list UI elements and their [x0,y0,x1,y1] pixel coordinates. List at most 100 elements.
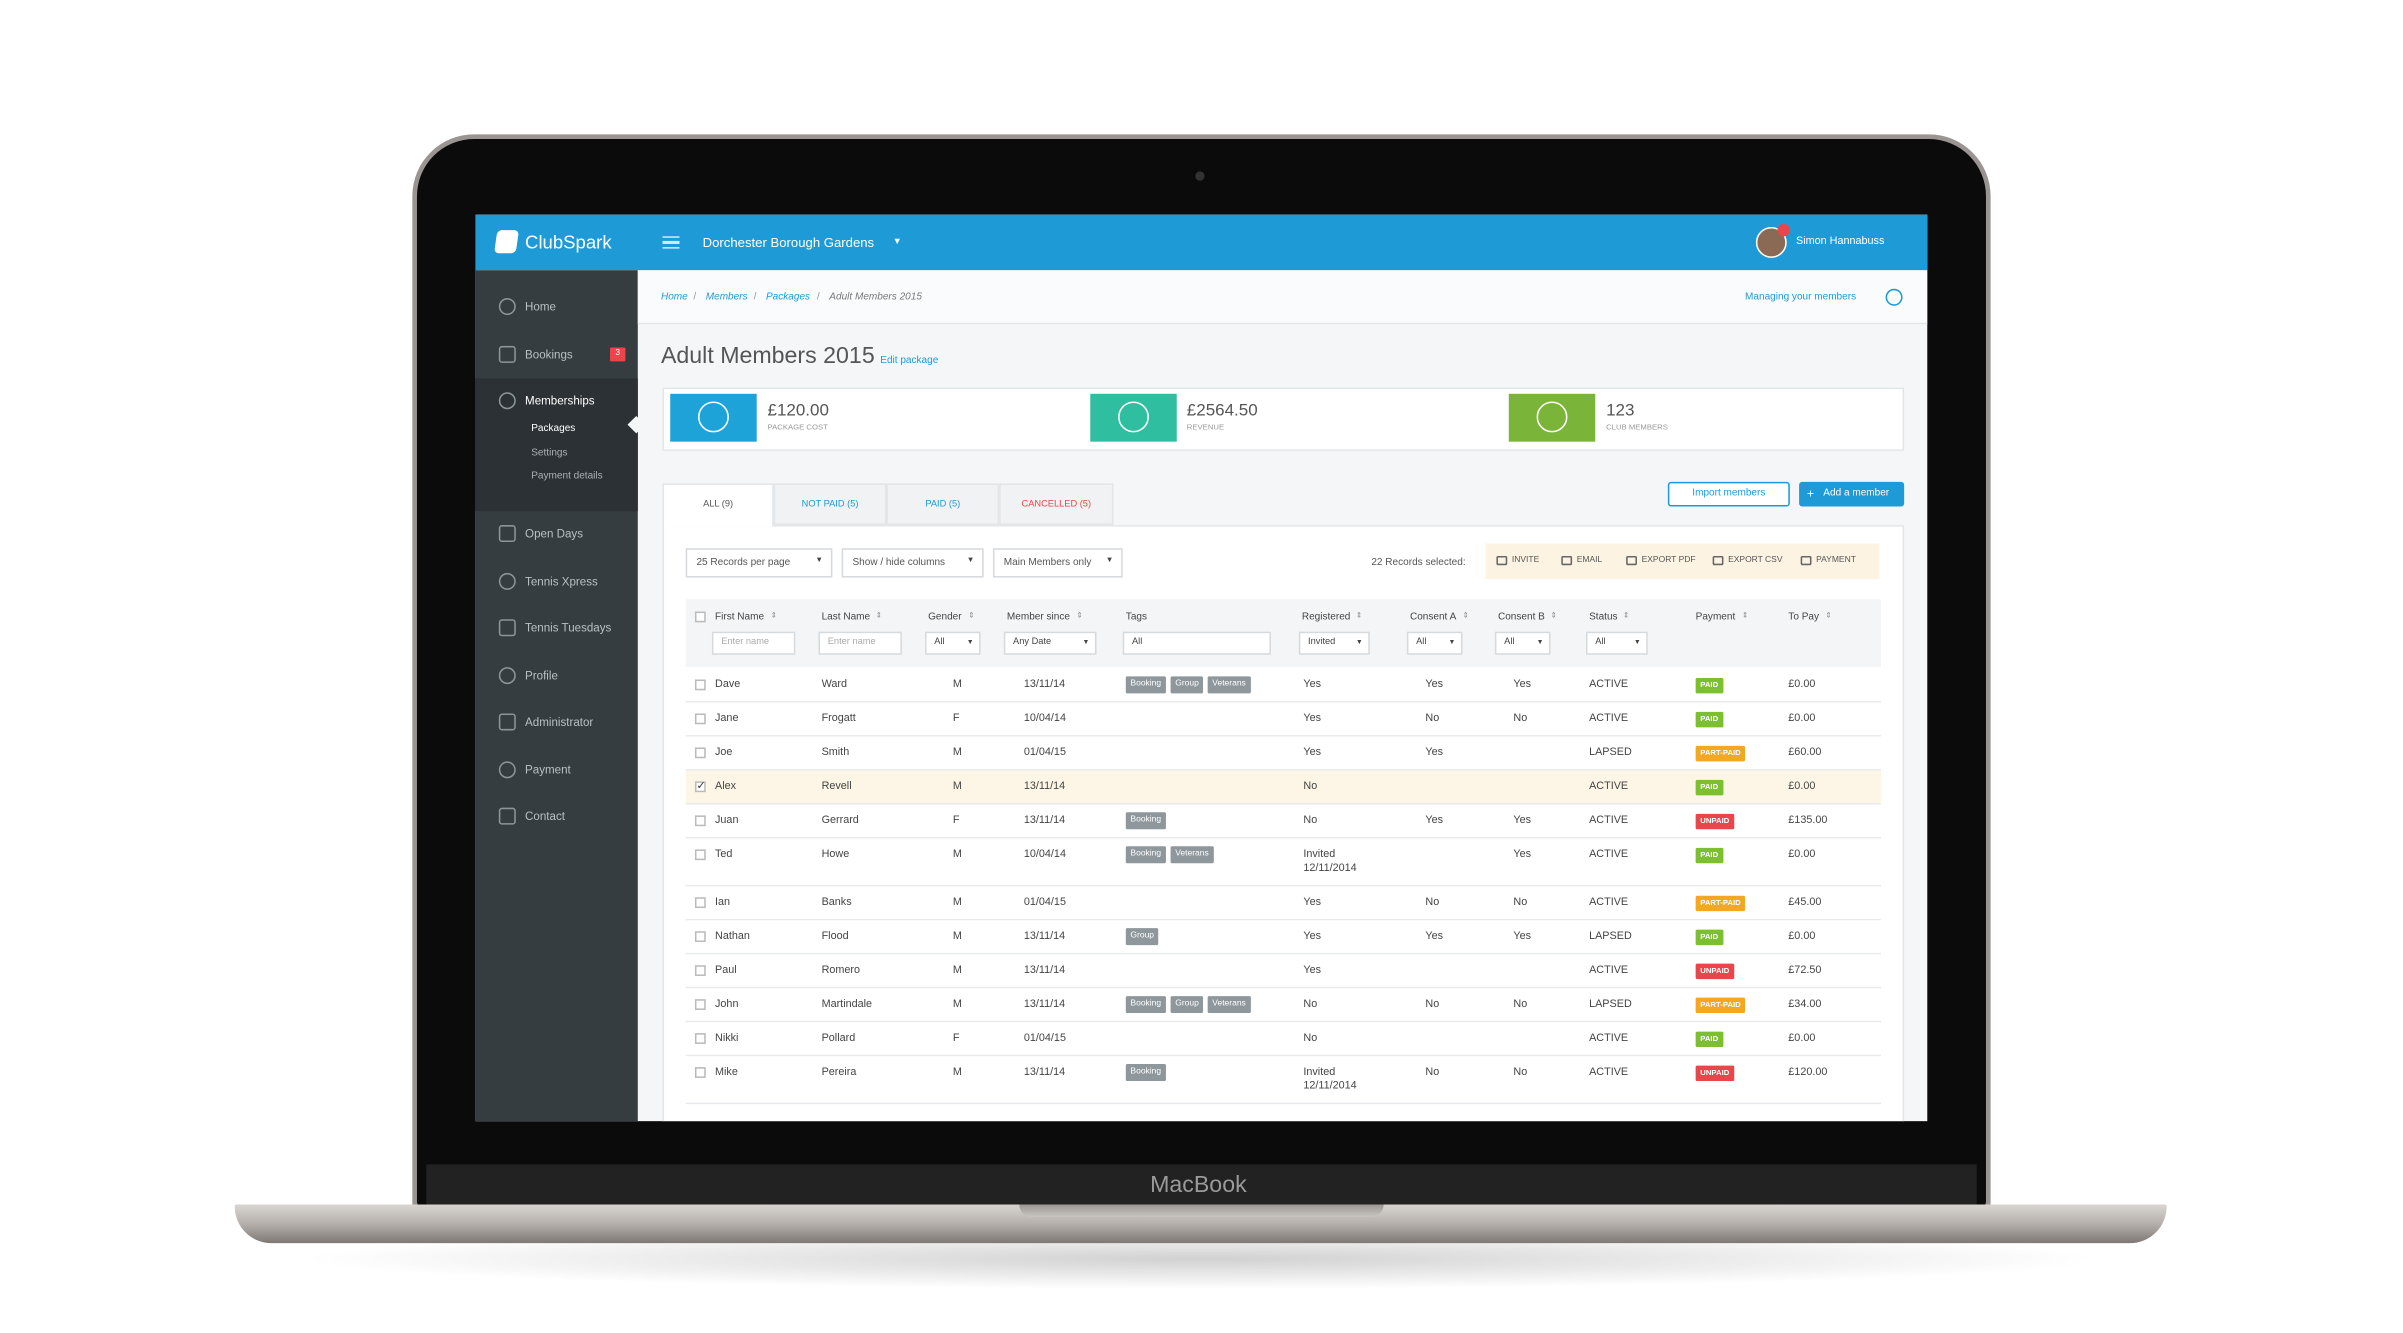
status: ACTIVE [1589,815,1629,827]
column-header[interactable]: First Name [715,611,765,623]
consent-a: No [1425,1067,1440,1078]
column-header[interactable]: To Pay [1788,611,1819,623]
toolbar-select[interactable]: Main Members only [992,548,1123,578]
toolbar-select[interactable]: 25 Records per page [685,548,833,578]
sidebar-item[interactable]: Tennis Xpress [525,573,598,588]
sidebar-item[interactable]: Open Days [525,526,584,541]
stat-label: PACKAGE COST [767,423,828,433]
status: ACTIVE [1589,1067,1629,1078]
header-checkbox[interactable] [694,611,706,623]
column-filter[interactable]: Enter name [711,631,796,655]
sort-icon: ⇕ [1825,611,1832,621]
sidebar-item[interactable]: Contact [525,809,565,824]
consent-b: No [1513,1067,1528,1078]
table-row[interactable] [685,988,1881,1023]
column-header[interactable]: Member since [1006,611,1070,623]
table-row[interactable] [685,920,1881,955]
table-row[interactable] [685,954,1881,989]
club-selector[interactable]: Dorchester Borough Gardens [702,234,875,251]
table-row[interactable] [685,838,1881,887]
first-name: Mike [715,1067,738,1078]
table-row[interactable] [685,770,1881,805]
stat-value: £2564.50 [1186,401,1258,421]
row-checkbox[interactable] [694,931,706,943]
toolbar-select[interactable]: Show / hide columns [841,548,984,578]
toolbar-action[interactable]: PAYMENT [1816,555,1856,566]
tab[interactable]: ALL (9) [662,483,774,527]
sidebar-subitem[interactable]: Settings [531,447,568,458]
registered: No [1303,1033,1318,1044]
row-checkbox[interactable] [694,679,706,691]
column-filter[interactable]: Enter name [818,631,902,655]
edit-link[interactable]: Edit package [880,355,939,366]
table-row[interactable] [685,1022,1881,1057]
tab[interactable]: PAID (5) [886,483,1000,526]
column-header[interactable]: Tags [1125,611,1148,623]
column-filter[interactable]: Invited [1298,631,1370,655]
row-checkbox[interactable] [694,1067,706,1078]
payment-badge: PART-PAID [1695,895,1746,912]
breadcrumb-item[interactable]: Packages [765,291,811,303]
tab[interactable]: NOT PAID (5) [773,483,887,526]
sidebar-item[interactable]: Payment [525,762,571,777]
sidebar-subitem[interactable]: Packages [531,423,576,434]
column-header[interactable]: Last Name [821,611,871,623]
column-header[interactable]: Consent A [1409,611,1457,623]
row-checkbox[interactable] [694,965,706,976]
stat-icon-glyph [1536,401,1568,433]
import-button[interactable]: Import members [1667,481,1790,507]
column-header[interactable]: Consent B [1497,611,1545,623]
status: ACTIVE [1589,781,1629,793]
row-checkbox[interactable] [694,747,706,759]
sidebar-item[interactable]: Administrator [525,715,594,729]
menu-icon[interactable] [662,236,680,249]
toolbar-action[interactable]: EMAIL [1576,555,1603,566]
user-menu[interactable]: Simon Hannabuss [1796,236,1885,248]
column-header[interactable]: Registered [1301,611,1351,623]
sidebar-item[interactable]: Tennis Tuesdays [525,620,612,635]
table-row[interactable] [685,1056,1881,1105]
row-checkbox[interactable] [694,1033,706,1044]
consent-a: No [1425,999,1440,1010]
row-checkbox[interactable]: ✓ [694,781,706,793]
row-checkbox[interactable] [694,713,706,725]
column-filter[interactable]: All [1494,631,1551,655]
table-row[interactable] [685,804,1881,839]
column-filter[interactable]: All [1585,631,1648,655]
toolbar-action[interactable]: EXPORT PDF [1641,555,1696,566]
toolbar-action[interactable]: INVITE [1511,555,1540,566]
row-checkbox[interactable] [694,897,706,909]
payment-badge: PAID [1695,711,1723,728]
sidebar-icon [498,298,516,316]
table-row[interactable] [685,886,1881,921]
column-filter[interactable]: All [1122,631,1271,655]
column-header[interactable]: Payment [1695,611,1736,623]
help-link[interactable]: Managing your members [1745,291,1857,303]
breadcrumb-item[interactable]: Home [660,291,688,303]
tag: Veterans [1207,996,1251,1014]
sidebar-subitem[interactable]: Payment details [531,471,603,482]
to-pay: £72.50 [1788,965,1822,976]
sidebar-item[interactable]: Bookings [525,346,573,361]
row-checkbox[interactable] [694,999,706,1010]
column-header[interactable]: Gender [928,611,962,623]
registered: Invited [1303,849,1336,861]
row-checkbox[interactable] [694,849,706,861]
column-filter[interactable]: All [1406,631,1463,655]
column-filter[interactable]: All [925,631,981,655]
add-button[interactable]: Add a member [1799,481,1905,507]
column-filter[interactable]: Any Date [1003,631,1097,655]
table-row[interactable] [685,668,1881,703]
row-checkbox[interactable] [694,815,706,827]
column-header[interactable]: Status [1589,611,1618,623]
table-row[interactable] [685,702,1881,737]
sidebar-item[interactable]: Home [525,299,556,314]
stat-icon-glyph [1117,401,1149,433]
breadcrumb-item[interactable]: Members [705,291,748,303]
toolbar-action[interactable]: EXPORT CSV [1728,555,1783,566]
stat-value: £120.00 [767,401,829,421]
sidebar-item[interactable]: Profile [525,667,558,682]
tab[interactable]: CANCELLED (5) [999,483,1114,526]
table-row[interactable] [685,736,1881,771]
sidebar-item[interactable]: Memberships [525,393,595,408]
